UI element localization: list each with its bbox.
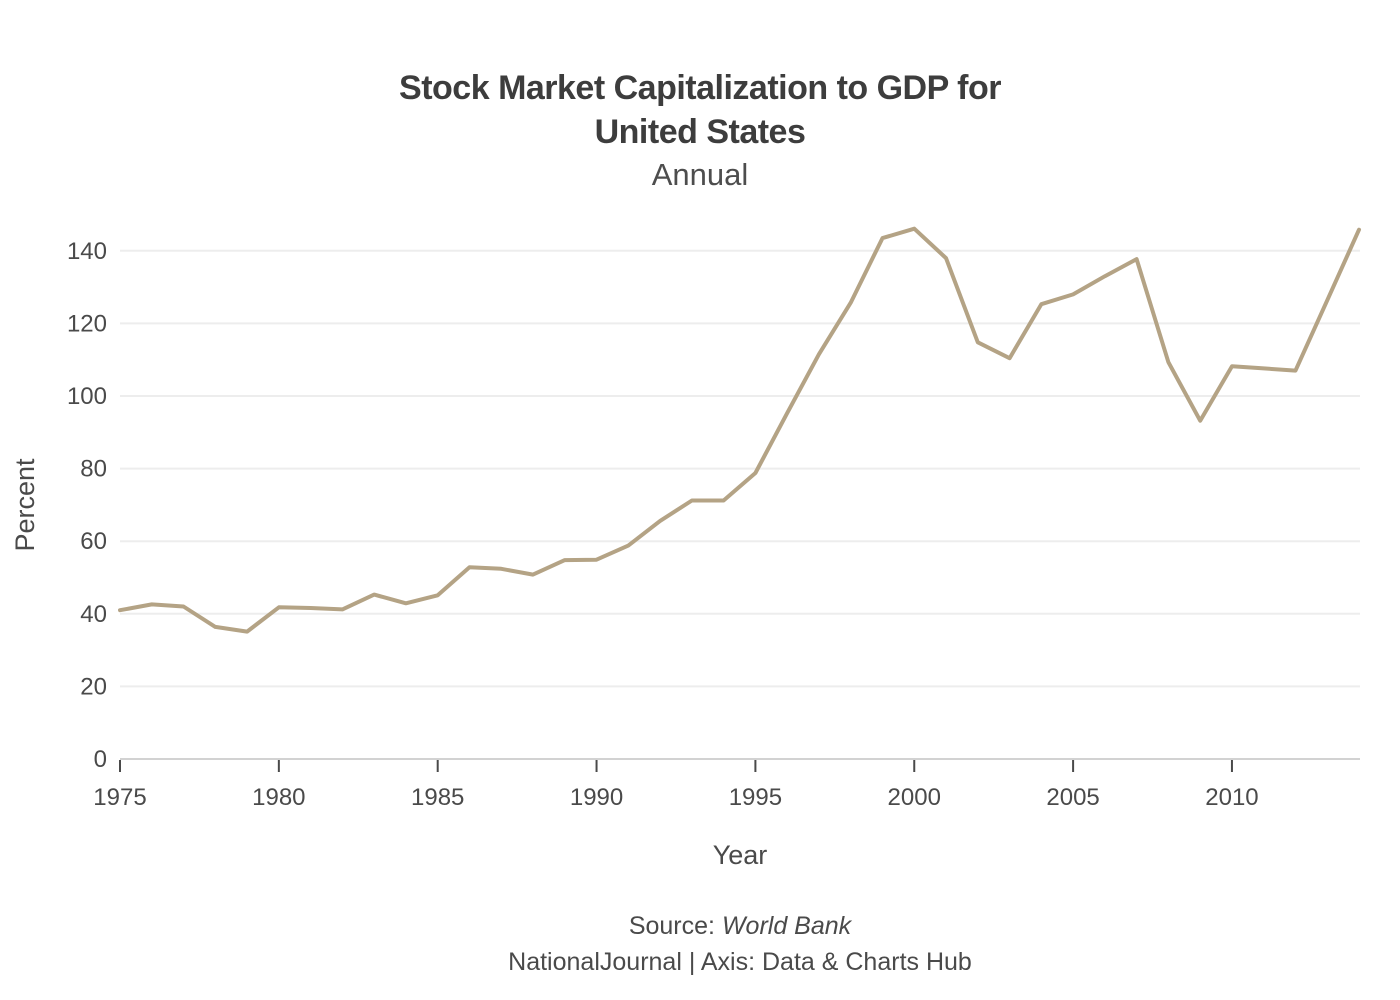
x-tick-label: 2005 — [1046, 784, 1099, 811]
chart-title-line1: Stock Market Capitalization to GDP for — [399, 69, 1001, 107]
source-note: Source: World Bank NationalJournal | Axi… — [120, 908, 1360, 980]
x-tick-label: 1975 — [93, 784, 146, 811]
x-tick-label: 1995 — [729, 784, 782, 811]
x-tick-label: 1980 — [252, 784, 305, 811]
chart-title: Stock Market Capitalization to GDP for U… — [0, 66, 1400, 154]
y-tick-label: 0 — [94, 746, 107, 773]
y-tick-label: 100 — [67, 383, 107, 410]
credit-line: NationalJournal | Axis: Data & Charts Hu… — [508, 948, 972, 976]
y-tick-label: 120 — [67, 310, 107, 337]
y-axis-title: Percent — [10, 458, 40, 552]
y-tick-label: 40 — [80, 601, 107, 628]
y-tick-label: 80 — [80, 456, 107, 483]
chart-subtitle: Annual — [651, 157, 749, 192]
y-tick-label: 60 — [80, 528, 107, 555]
source-label: Source: — [628, 912, 722, 940]
data-line — [118, 226, 1361, 634]
x-tick-label: 1985 — [411, 784, 464, 811]
source-line: Source: World Bank — [120, 908, 1360, 944]
x-tick-label: 2010 — [1205, 784, 1258, 811]
chart-title-line2: United States — [594, 113, 806, 151]
x-tick-label: 2000 — [888, 784, 941, 811]
y-tick-label: 140 — [67, 238, 107, 265]
x-axis-title: Year — [713, 840, 768, 870]
y-tick-label: 20 — [80, 673, 107, 700]
x-tick-label: 1990 — [570, 784, 623, 811]
source-name: World Bank — [721, 912, 852, 940]
